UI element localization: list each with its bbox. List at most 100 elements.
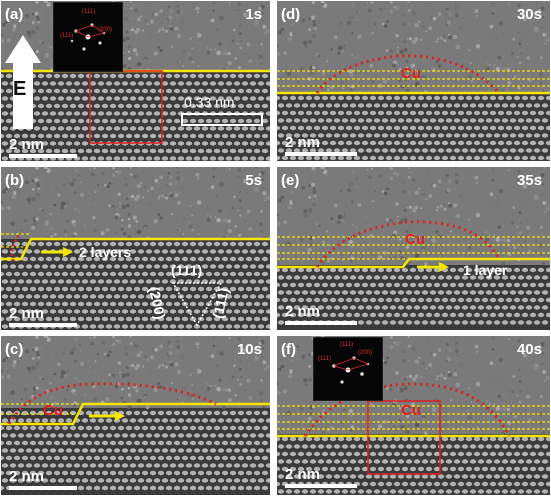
noise-dot: [149, 186, 155, 191]
lattice-fringe: [85, 241, 93, 247]
lattice-fringe: [385, 436, 393, 442]
noise-dot: [148, 35, 153, 40]
lattice-fringe: [93, 241, 101, 247]
lattice-fringe: [137, 309, 145, 314]
lattice-fringe: [53, 88, 61, 94]
noise-dot: [277, 390, 281, 395]
lattice-fringe: [393, 312, 401, 318]
lattice-fringe: [501, 444, 509, 449]
lattice-fringe: [205, 440, 213, 446]
noise-dot: [142, 234, 145, 236]
lattice-fringe: [349, 103, 357, 108]
lattice-fringe: [301, 118, 309, 123]
lattice-fringe: [189, 271, 197, 277]
lattice-fringe: [197, 241, 205, 247]
noise-dot: [114, 215, 119, 220]
lattice-fringe: [13, 241, 21, 247]
lattice-fringe: [1, 301, 5, 307]
lattice-fringe: [309, 305, 317, 310]
lattice-fringe: [165, 485, 173, 491]
lattice-fringe: [457, 267, 465, 273]
noise-dot: [232, 28, 236, 32]
noise-dot: [306, 30, 309, 33]
lattice-fringe: [205, 316, 213, 322]
lattice-fringe: [385, 110, 393, 116]
lattice-fringe: [69, 425, 77, 431]
lattice-fringe: [173, 148, 181, 154]
lattice-fringe: [309, 103, 317, 108]
noise-dot: [171, 382, 174, 385]
noise-dot: [149, 375, 152, 378]
lattice-fringe: [529, 140, 537, 146]
noise-dot: [242, 178, 248, 184]
lattice-fringe: [1, 286, 5, 292]
noise-dot: [237, 378, 239, 381]
lattice-fringe: [393, 125, 401, 131]
noise-dot: [348, 408, 353, 414]
noise-dot: [351, 32, 354, 35]
panel-d-lattice: [277, 1, 550, 161]
noise-dot: [31, 187, 35, 191]
noise-dot: [189, 167, 192, 170]
noise-dot: [348, 239, 353, 245]
noise-dot: [132, 338, 136, 341]
lattice-fringe: [429, 459, 437, 464]
noise-dot: [60, 374, 64, 379]
noise-dot: [28, 34, 32, 38]
lattice-fringe: [349, 290, 357, 295]
lattice-fringe: [441, 95, 449, 101]
lattice-fringe: [233, 433, 241, 438]
lattice-fringe: [337, 466, 345, 472]
lattice-fringe: [261, 118, 269, 124]
noise-dot: [154, 178, 159, 183]
lattice-fringe: [385, 297, 393, 303]
noise-dot: [399, 259, 405, 264]
noise-dot: [393, 425, 396, 428]
lattice-fringe: [433, 312, 441, 318]
lattice-fringe: [449, 312, 457, 318]
noise-dot: [389, 9, 394, 14]
noise-dot: [135, 52, 139, 56]
lattice-fringe: [193, 126, 201, 131]
lattice-fringe: [321, 312, 329, 318]
noise-dot: [383, 419, 388, 424]
lattice-fringe: [37, 241, 45, 247]
lattice-fringe: [245, 103, 253, 109]
lattice-fringe: [229, 286, 237, 292]
lattice-fringe: [385, 95, 393, 101]
lattice-fringe: [133, 410, 141, 416]
lattice-fringe: [1, 126, 9, 131]
lattice-fringe: [241, 264, 249, 269]
noise-dot: [343, 408, 346, 411]
noise-dot: [121, 373, 126, 378]
lattice-fringe: [13, 133, 21, 139]
lattice-fringe: [37, 316, 45, 322]
lattice-fringe: [41, 96, 49, 101]
noise-dot: [389, 336, 393, 339]
noise-dot: [468, 218, 471, 221]
noise-dot: [247, 27, 252, 32]
noise-dot: [173, 349, 179, 355]
lattice-fringe: [297, 312, 305, 318]
lattice-fringe: [353, 312, 361, 318]
lattice-fringe: [89, 111, 97, 116]
noise-dot: [447, 35, 453, 40]
noise-dot: [527, 36, 532, 41]
noise-dot: [228, 337, 231, 339]
noise-dot: [466, 409, 470, 413]
noise-dot: [195, 358, 197, 360]
noise-dot: [538, 243, 543, 248]
noise-dot: [401, 188, 404, 191]
lattice-fringe: [345, 312, 353, 318]
lattice-fringe: [381, 118, 389, 123]
lattice-fringe: [221, 241, 229, 247]
lattice-fringe: [397, 148, 405, 153]
noise-dot: [255, 52, 258, 55]
lattice-fringe: [513, 110, 521, 116]
lattice-fringe: [257, 156, 265, 161]
lattice-fringe: [1, 141, 9, 146]
noise-dot: [447, 203, 453, 208]
lattice-fringe: [185, 156, 193, 161]
noise-dot: [436, 378, 438, 381]
lattice-fringe: [213, 440, 221, 446]
